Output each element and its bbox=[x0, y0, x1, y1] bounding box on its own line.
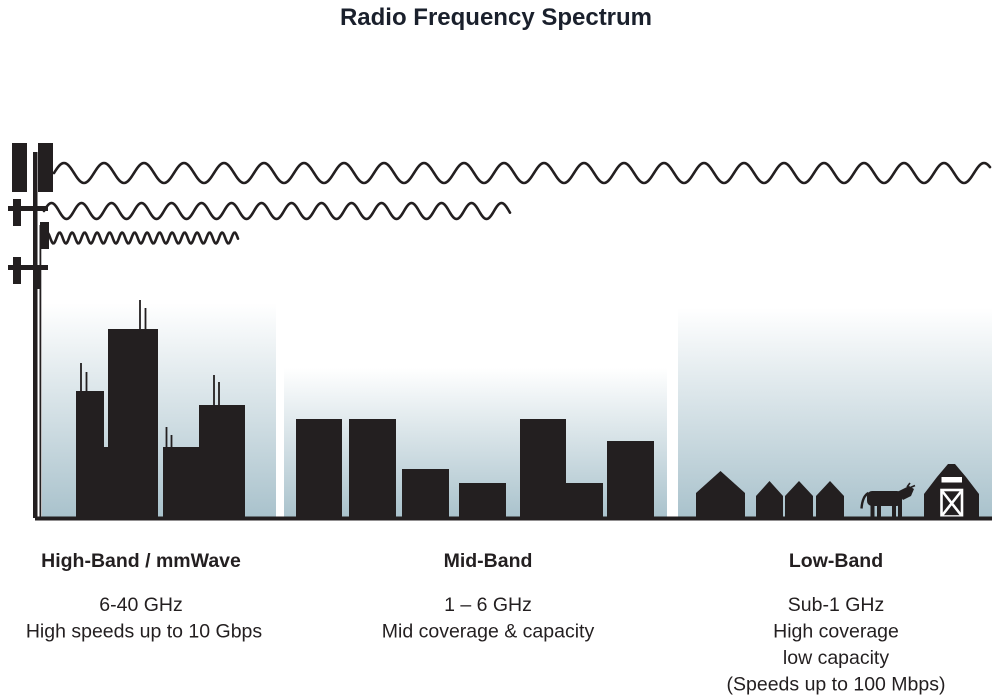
cow-icon bbox=[860, 482, 916, 518]
cow-leg bbox=[892, 502, 896, 518]
tower-antenna-panel bbox=[38, 143, 53, 192]
building bbox=[402, 469, 449, 518]
building bbox=[163, 447, 199, 518]
city-skyline bbox=[76, 300, 245, 518]
cow-leg bbox=[877, 502, 881, 518]
cow-head bbox=[897, 486, 914, 500]
mid-band-frequency: 1 – 6 GHz bbox=[444, 594, 532, 616]
high-band-labels: High-Band / mmWave 6-40 GHz High speeds … bbox=[26, 550, 263, 643]
building bbox=[520, 419, 566, 518]
house bbox=[816, 481, 844, 518]
town-buildings bbox=[296, 419, 654, 518]
ground-line bbox=[35, 516, 992, 521]
tower-antenna-panel bbox=[13, 257, 21, 284]
high-frequency-wave-icon bbox=[42, 231, 240, 245]
tower-mast-line bbox=[39, 225, 42, 518]
building bbox=[199, 405, 245, 518]
building bbox=[566, 483, 603, 518]
barn-hayloft-vent bbox=[941, 477, 962, 483]
tower-antenna-panel bbox=[13, 199, 21, 226]
cow-tail bbox=[860, 491, 870, 509]
tower-antenna-panel bbox=[12, 143, 27, 192]
cow-leg bbox=[898, 501, 902, 518]
building bbox=[296, 419, 342, 518]
cow-horns bbox=[906, 482, 916, 489]
tower-mast bbox=[33, 152, 38, 518]
mid-band-description: Mid coverage & capacity bbox=[382, 621, 595, 643]
building bbox=[102, 447, 110, 518]
page-title: Radio Frequency Spectrum bbox=[340, 4, 652, 31]
house bbox=[785, 481, 813, 518]
tower-crossbar bbox=[8, 265, 48, 270]
low-band-frequency: Sub-1 GHz bbox=[788, 594, 884, 616]
mid-frequency-wave-icon bbox=[42, 201, 512, 221]
building bbox=[607, 441, 654, 518]
low-band-capacity: low capacity bbox=[783, 647, 889, 669]
rooftop-antennas bbox=[80, 300, 220, 448]
tower-antenna-panel bbox=[40, 222, 49, 249]
low-band-coverage: High coverage bbox=[773, 621, 899, 643]
low-band-heading: Low-Band bbox=[789, 550, 883, 572]
high-band-heading: High-Band / mmWave bbox=[41, 550, 241, 572]
barn-icon bbox=[924, 464, 979, 518]
mid-band-heading: Mid-Band bbox=[444, 550, 533, 572]
high-band-description: High speeds up to 10 Gbps bbox=[26, 621, 263, 643]
building bbox=[349, 419, 396, 518]
high-band-frequency: 6-40 GHz bbox=[99, 594, 182, 616]
radio-waves bbox=[42, 161, 992, 245]
barn-door-crossbuck bbox=[941, 490, 963, 516]
rural-farm bbox=[696, 464, 979, 518]
low-frequency-wave-icon bbox=[52, 161, 992, 185]
building bbox=[76, 391, 104, 518]
house bbox=[696, 471, 745, 518]
building bbox=[108, 329, 158, 518]
low-band-labels: Low-Band Sub-1 GHz High coverage low cap… bbox=[727, 550, 946, 696]
cell-tower-icon bbox=[8, 143, 53, 518]
low-band-speed: (Speeds up to 100 Mbps) bbox=[727, 674, 946, 696]
house bbox=[756, 481, 783, 518]
tower-crossbar bbox=[8, 206, 48, 211]
tower-antenna-stub bbox=[34, 270, 40, 289]
building bbox=[459, 483, 506, 518]
mid-band-labels: Mid-Band 1 – 6 GHz Mid coverage & capaci… bbox=[382, 550, 595, 643]
cow-leg bbox=[870, 502, 875, 518]
